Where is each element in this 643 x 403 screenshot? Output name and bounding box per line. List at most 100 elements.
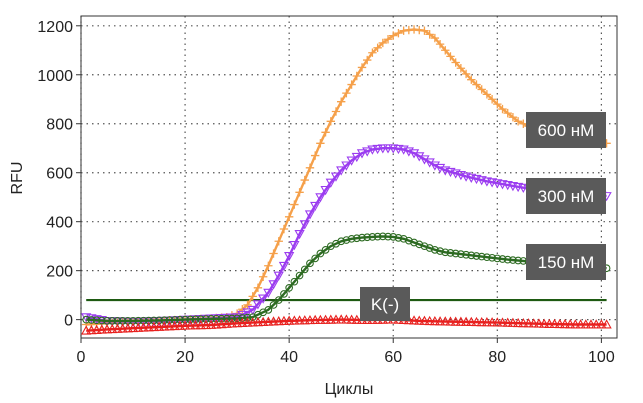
data-point <box>477 252 486 261</box>
data-point <box>585 319 597 329</box>
series-label-text: K(-) <box>371 295 399 314</box>
series-label: 150 нМ <box>526 244 606 280</box>
data-point <box>352 71 362 81</box>
data-point <box>601 319 612 329</box>
data-point <box>242 317 253 327</box>
data-point <box>487 95 497 104</box>
data-point <box>279 224 289 234</box>
data-point <box>315 314 326 324</box>
data-point <box>295 271 304 280</box>
data-point <box>363 55 372 65</box>
data-point <box>351 152 362 163</box>
data-point <box>226 318 238 328</box>
data-point <box>268 280 279 290</box>
data-point <box>462 250 470 259</box>
data-point <box>321 128 330 137</box>
data-point <box>497 317 508 327</box>
y-tick-label: 1200 <box>37 19 73 36</box>
data-point <box>316 139 325 148</box>
series-line <box>85 147 607 323</box>
data-point <box>269 301 278 309</box>
data-point <box>389 233 398 241</box>
data-point <box>299 220 310 230</box>
data-point <box>528 318 539 328</box>
data-point <box>181 315 189 324</box>
data-point <box>565 319 576 329</box>
data-point <box>472 252 481 260</box>
data-point <box>451 249 460 258</box>
data-point <box>285 283 294 292</box>
data-point <box>117 323 128 333</box>
data-point <box>96 324 107 334</box>
data-point <box>420 242 429 251</box>
data-point <box>320 185 331 196</box>
data-point <box>544 318 555 328</box>
data-point <box>311 254 320 263</box>
data-point <box>252 316 264 327</box>
x-tick-label: 0 <box>77 349 86 366</box>
chart-grid <box>80 16 617 338</box>
data-point <box>513 117 523 126</box>
data-point <box>408 315 420 325</box>
data-point <box>196 315 205 324</box>
data-point <box>488 253 496 262</box>
data-point <box>346 156 357 166</box>
y-tick-label: 1000 <box>37 68 73 85</box>
series-label: 300 нМ <box>526 178 606 214</box>
data-point <box>507 317 519 327</box>
data-point <box>310 314 321 325</box>
data-point <box>300 265 309 274</box>
data-point <box>424 315 435 326</box>
y-axis-ticks: 0 200 400 600 800 1000 1200 <box>37 19 81 330</box>
data-point <box>429 315 440 326</box>
data-point <box>143 322 154 332</box>
data-point <box>280 290 288 298</box>
data-point <box>382 144 394 154</box>
data-point <box>87 316 96 324</box>
data-point <box>185 320 196 330</box>
data-point <box>331 107 341 116</box>
data-point <box>243 300 252 310</box>
data-point <box>351 314 362 324</box>
data-point <box>101 324 113 334</box>
data-point <box>91 324 102 334</box>
data-point <box>112 323 123 333</box>
data-point <box>289 315 300 325</box>
data-point <box>362 147 373 157</box>
data-point <box>252 300 264 310</box>
data-point <box>372 144 383 155</box>
data-point <box>263 288 274 299</box>
data-point <box>330 172 342 182</box>
data-point <box>247 317 258 327</box>
data-point <box>326 117 335 126</box>
data-point <box>169 320 180 331</box>
data-point <box>268 316 279 326</box>
data-point <box>471 316 482 327</box>
data-point <box>570 319 581 329</box>
data-point <box>92 316 101 325</box>
series-layer <box>81 25 612 335</box>
data-point <box>170 316 179 324</box>
data-point <box>294 315 305 325</box>
data-point <box>164 321 175 331</box>
data-point <box>368 233 377 241</box>
data-point <box>133 322 144 332</box>
data-point <box>290 200 299 209</box>
data-point <box>410 238 418 247</box>
data-point <box>502 317 513 327</box>
data-point <box>554 318 565 329</box>
data-point <box>575 319 586 329</box>
data-point <box>493 99 502 109</box>
data-point <box>389 31 398 40</box>
data-point <box>269 249 278 258</box>
series-label-text: 600 нМ <box>538 121 595 140</box>
data-point <box>514 256 522 265</box>
data-point <box>342 88 351 98</box>
plot-frame <box>80 15 618 339</box>
x-tick-label: 100 <box>588 349 615 366</box>
series-label-box <box>360 287 410 321</box>
series-group <box>82 25 611 329</box>
data-point <box>482 90 492 99</box>
data-point <box>336 166 347 176</box>
